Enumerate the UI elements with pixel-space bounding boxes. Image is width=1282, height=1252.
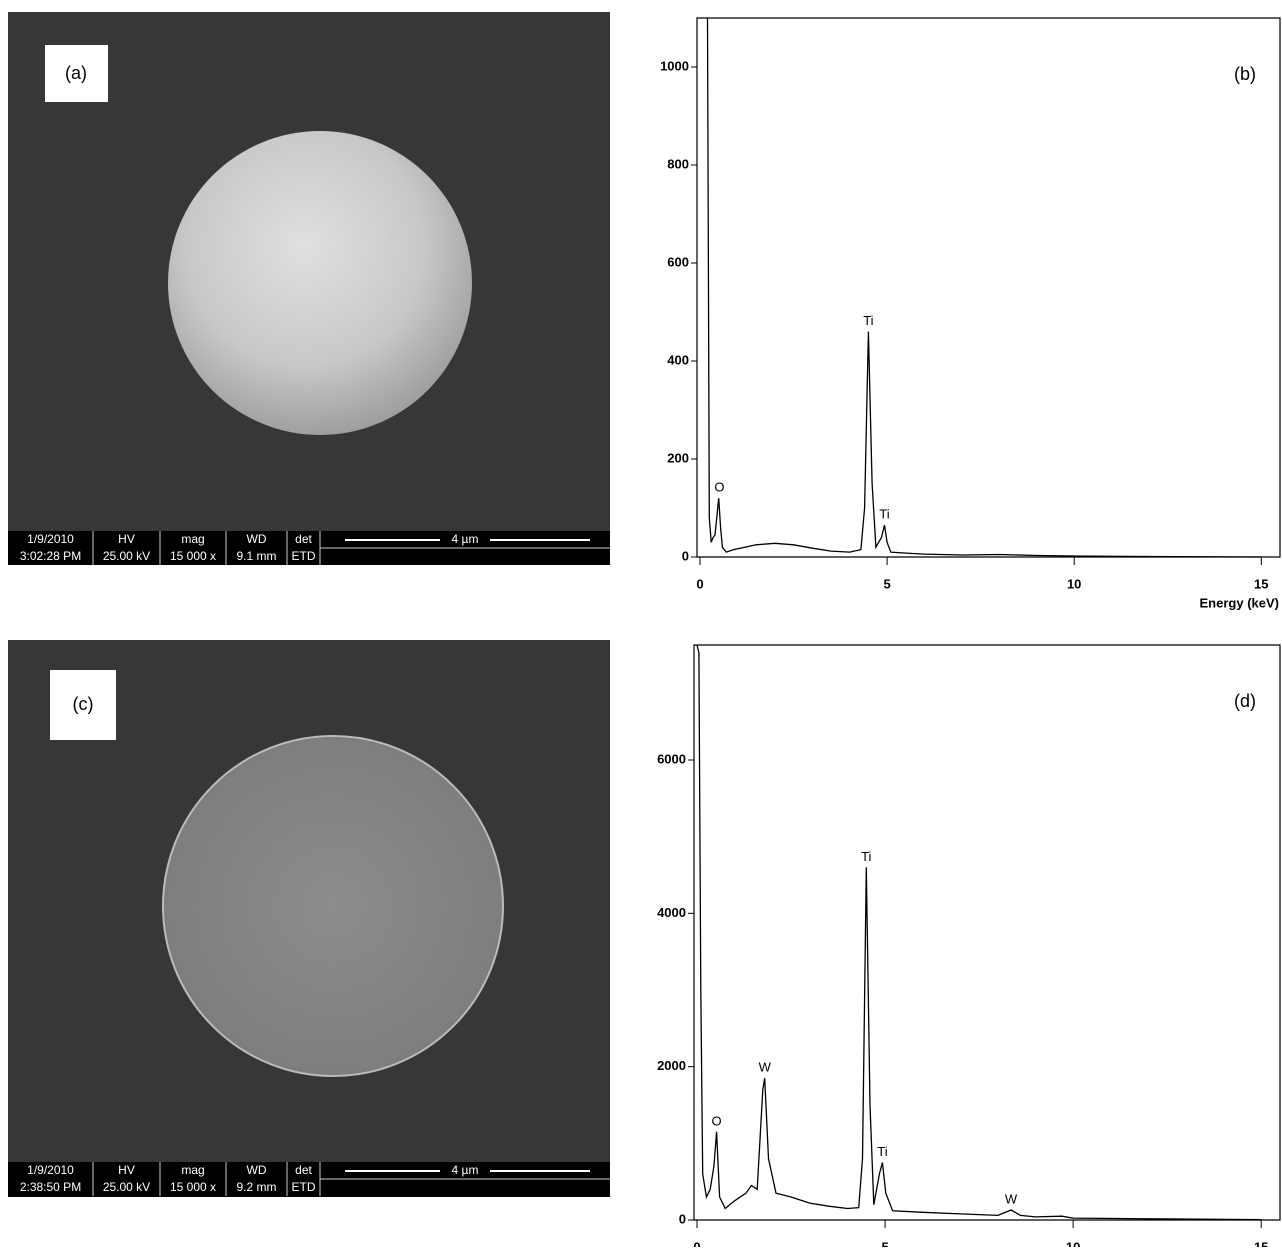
info-text: det [295,532,312,546]
x-axis-label: Energy (keV) [1200,595,1279,610]
x-tick-label: 0 [696,576,703,591]
y-tick-label: 2000 [657,1058,686,1073]
peak-label: Ti [863,313,873,328]
info-text: 15 000 x [170,549,216,563]
y-tick-label: 4000 [657,905,686,920]
peak-label: Ti [861,849,871,864]
x-tick-label: 5 [883,576,890,591]
info-text: HV [118,1163,135,1177]
sem-panel-a: (a) [8,12,610,565]
info-text: ETD [292,549,316,563]
sem-panel-c: (c) [8,640,610,1197]
peak-label: Ti [879,507,889,522]
sphere [163,736,503,1076]
info-text: 2:38:50 PM [20,1180,81,1194]
info-text: 1/9/2010 [27,1163,74,1177]
axes-box [694,645,1280,1220]
info-text: ETD [292,1180,316,1194]
peak-label: Ti [877,1144,887,1159]
y-tick-label: 600 [667,254,689,269]
panel-label: (a) [65,63,87,83]
x-tick-label: 15 [1254,1239,1268,1247]
x-tick-label: 5 [881,1239,888,1247]
peak-label: W [759,1060,772,1075]
x-tick-label: 10 [1066,1239,1080,1247]
axes-box [697,18,1280,557]
y-tick-label: 6000 [657,751,686,766]
peak-label: W [1005,1191,1018,1206]
info-text: mag [181,1163,204,1177]
x-tick-label: 0 [693,1239,700,1247]
x-tick-label: 15 [1254,576,1268,591]
spectrum-line [708,18,1262,557]
sphere [168,131,472,435]
y-tick-label: 800 [667,156,689,171]
info-text: 9.1 mm [236,549,276,563]
info-text: 25.00 kV [103,1180,150,1194]
y-tick-label: 200 [667,450,689,465]
info-text: 9.2 mm [236,1180,276,1194]
spectrum-line [697,645,1261,1220]
info-text: 15 000 x [170,1180,216,1194]
info-text: WD [247,532,267,546]
info-text: HV [118,532,135,546]
y-tick-label: 1000 [660,58,689,73]
x-tick-label: 10 [1067,576,1081,591]
panel-label: (c) [73,694,94,714]
info-text: 3:02:28 PM [20,549,81,563]
panel-label: (d) [1234,691,1256,711]
info-text: 25.00 kV [103,549,150,563]
peak-label: O [714,480,724,495]
y-tick-label: 0 [679,1211,686,1226]
scale-text: 4 µm [452,1163,479,1177]
panel-label: (b) [1234,64,1256,84]
info-text: mag [181,532,204,546]
info-text: det [295,1163,312,1177]
y-tick-label: 0 [682,548,689,563]
info-text: 1/9/2010 [27,532,74,546]
info-text: WD [247,1163,267,1177]
y-tick-label: 400 [667,352,689,367]
peak-label: O [712,1113,722,1128]
scale-text: 4 µm [452,532,479,546]
figure: (a) (c) 1/9/2010 3:02:28 PM HV 25.00 kV mag 1… [0,0,1282,1247]
